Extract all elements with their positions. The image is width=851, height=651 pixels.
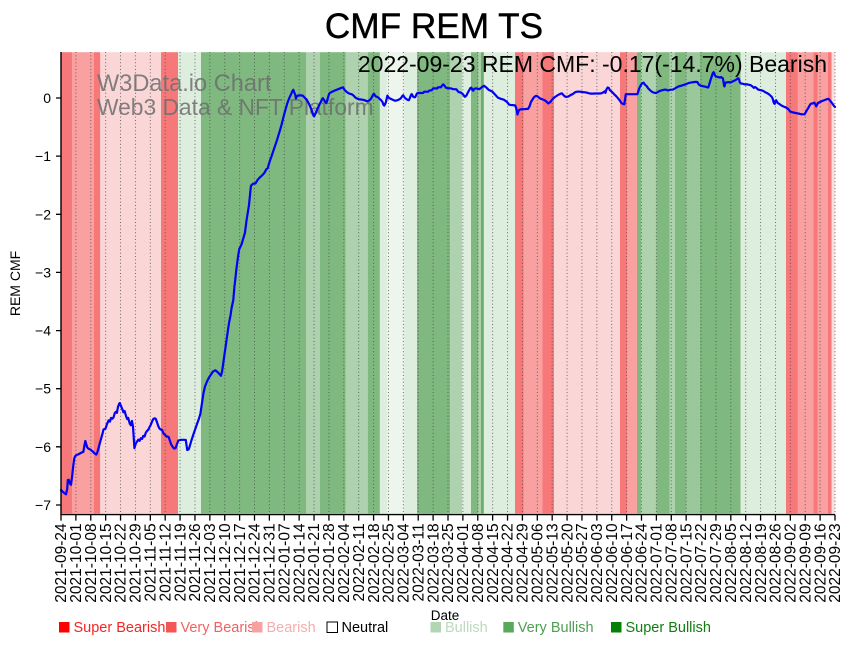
svg-text:2022-07-22: 2022-07-22 (693, 523, 710, 602)
svg-text:2021-09-24: 2021-09-24 (53, 523, 70, 603)
svg-text:2022-09-16: 2022-09-16 (812, 523, 829, 602)
svg-text:Date: Date (431, 608, 460, 623)
svg-text:Neutral: Neutral (342, 620, 389, 636)
svg-text:2022-06-10: 2022-06-10 (604, 523, 621, 603)
svg-text:−2: −2 (35, 206, 51, 222)
svg-text:2022-06-24: 2022-06-24 (634, 523, 651, 603)
svg-text:2022-08-05: 2022-08-05 (723, 523, 740, 602)
svg-text:2022-09-02: 2022-09-02 (783, 523, 800, 602)
svg-text:2022-07-08: 2022-07-08 (663, 523, 680, 602)
svg-text:2022-08-26: 2022-08-26 (768, 523, 785, 602)
svg-text:2022-07-15: 2022-07-15 (678, 523, 695, 602)
svg-text:2021-12-10: 2021-12-10 (217, 523, 234, 603)
svg-text:2022-03-18: 2022-03-18 (425, 523, 442, 602)
svg-text:2021-12-03: 2021-12-03 (202, 523, 219, 602)
svg-text:2022-03-25: 2022-03-25 (440, 523, 457, 602)
svg-text:2022-01-28: 2022-01-28 (321, 523, 338, 602)
svg-text:Bullish: Bullish (445, 620, 488, 636)
svg-text:2022-06-17: 2022-06-17 (619, 523, 636, 602)
svg-text:2022-02-04: 2022-02-04 (336, 523, 353, 603)
svg-text:Very Bearish: Very Bearish (181, 620, 263, 636)
svg-text:2022-08-19: 2022-08-19 (753, 523, 770, 602)
svg-text:−4: −4 (35, 323, 51, 339)
svg-text:Very Bullish: Very Bullish (518, 620, 594, 636)
svg-text:CMF REM TS: CMF REM TS (325, 7, 543, 46)
svg-text:2022-01-07: 2022-01-07 (276, 523, 293, 602)
svg-text:2022-03-04: 2022-03-04 (396, 523, 413, 603)
svg-text:2021-10-01: 2021-10-01 (68, 523, 85, 602)
svg-text:−7: −7 (35, 497, 51, 513)
svg-text:2022-04-08: 2022-04-08 (470, 523, 487, 602)
svg-text:2021-11-19: 2021-11-19 (172, 523, 189, 601)
svg-text:2022-01-21: 2022-01-21 (306, 523, 323, 602)
svg-text:Bearish: Bearish (267, 620, 316, 636)
svg-text:Web3 Data & NFT Platform: Web3 Data & NFT Platform (97, 94, 374, 120)
svg-text:2021-12-31: 2021-12-31 (262, 523, 279, 602)
svg-text:2022-05-06: 2022-05-06 (530, 523, 547, 602)
svg-text:2022-02-25: 2022-02-25 (381, 523, 398, 602)
svg-text:−1: −1 (35, 148, 51, 164)
svg-text:−5: −5 (35, 381, 51, 397)
svg-text:2022-04-29: 2022-04-29 (515, 523, 532, 602)
svg-text:2022-09-23: 2022-09-23 (827, 523, 844, 602)
svg-text:2022-05-13: 2022-05-13 (544, 523, 561, 602)
svg-text:2022-03-11: 2022-03-11 (410, 523, 427, 601)
svg-text:Super Bearish: Super Bearish (74, 620, 166, 636)
svg-text:2022-06-03: 2022-06-03 (589, 523, 606, 602)
svg-text:2022-02-18: 2022-02-18 (366, 523, 383, 602)
svg-text:2022-07-01: 2022-07-01 (649, 523, 666, 602)
svg-text:−3: −3 (35, 264, 51, 280)
svg-text:REM CMF: REM CMF (7, 251, 23, 316)
svg-text:2021-11-05: 2021-11-05 (143, 523, 160, 601)
svg-text:2022-01-14: 2022-01-14 (291, 523, 308, 603)
svg-text:2022-05-20: 2022-05-20 (559, 523, 576, 603)
svg-text:Super Bullish: Super Bullish (626, 620, 711, 636)
svg-text:2022-04-01: 2022-04-01 (455, 523, 472, 602)
svg-text:2021-12-24: 2021-12-24 (247, 523, 264, 603)
svg-text:2022-08-12: 2022-08-12 (738, 523, 755, 602)
svg-text:2021-11-26: 2021-11-26 (187, 523, 204, 601)
svg-text:2022-04-22: 2022-04-22 (500, 523, 517, 602)
svg-text:2021-10-08: 2021-10-08 (83, 523, 100, 602)
svg-text:2022-02-11: 2022-02-11 (351, 523, 368, 601)
svg-text:2022-09-23 REM CMF: -0.17(-14.: 2022-09-23 REM CMF: -0.17(-14.7%) Bearis… (358, 51, 827, 77)
svg-text:2021-10-15: 2021-10-15 (98, 523, 115, 602)
svg-text:2021-11-12: 2021-11-12 (157, 523, 174, 601)
svg-text:2021-12-17: 2021-12-17 (232, 523, 249, 602)
svg-text:2021-10-29: 2021-10-29 (128, 523, 145, 602)
svg-text:2021-10-22: 2021-10-22 (113, 523, 130, 602)
svg-text:2022-05-27: 2022-05-27 (574, 523, 591, 602)
svg-text:2022-09-09: 2022-09-09 (797, 523, 814, 602)
svg-text:W3Data.io Chart: W3Data.io Chart (97, 71, 272, 97)
svg-text:2022-04-15: 2022-04-15 (485, 523, 502, 602)
svg-text:2022-07-29: 2022-07-29 (708, 523, 725, 602)
svg-text:−6: −6 (35, 439, 51, 455)
svg-text:0: 0 (43, 90, 51, 106)
